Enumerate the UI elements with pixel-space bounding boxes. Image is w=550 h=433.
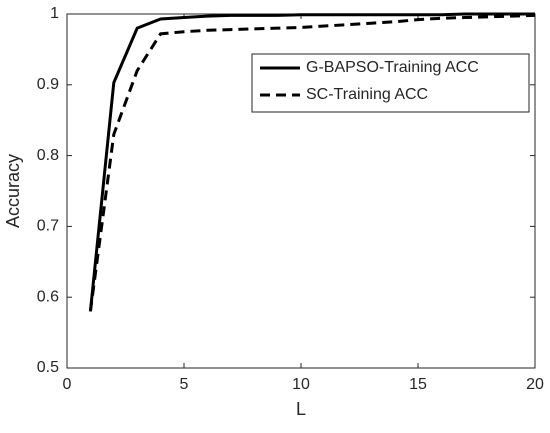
y-tick-label: 0.5 xyxy=(37,359,59,376)
y-tick-label: 0.6 xyxy=(37,288,59,305)
legend-box xyxy=(251,53,530,113)
y-tick-label: 0.9 xyxy=(37,76,59,93)
x-tick-label: 0 xyxy=(63,376,72,393)
y-tick-label: 0.8 xyxy=(37,147,59,164)
series-line xyxy=(88,13,536,312)
legend-label: SC-Training ACC xyxy=(306,86,428,103)
x-tick-label: 10 xyxy=(292,376,310,393)
y-tick-label: 1 xyxy=(50,5,59,22)
y-tick-label: 0.7 xyxy=(37,218,59,235)
x-tick-label: 15 xyxy=(409,376,427,393)
y-axis-label: Accuracy xyxy=(3,154,23,228)
x-tick-label: 20 xyxy=(526,376,544,393)
series-line xyxy=(88,12,535,312)
x-tick-label: 5 xyxy=(180,376,189,393)
x-axis-label: L xyxy=(296,399,306,419)
legend-label: G-BAPSO-Training ACC xyxy=(306,59,479,76)
